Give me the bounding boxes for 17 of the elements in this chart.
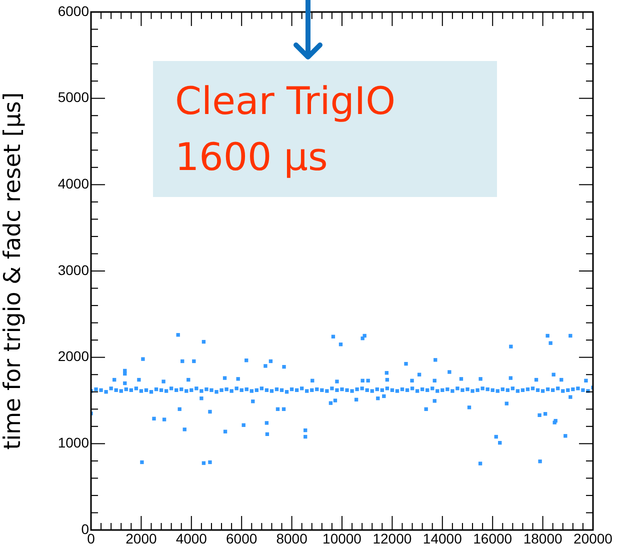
y-tick-label: 3000 bbox=[58, 262, 90, 278]
x-tick-label: 14000 bbox=[422, 530, 462, 546]
y-tick-label: 5000 bbox=[58, 89, 90, 106]
y-tick-label: 4000 bbox=[58, 176, 90, 192]
x-tick-label: 12000 bbox=[372, 530, 412, 546]
x-tick-label: 18000 bbox=[523, 530, 562, 546]
x-tick-label: 4000 bbox=[176, 530, 208, 546]
y-tick-label: 1000 bbox=[58, 434, 90, 451]
y-tick-label: 6000 bbox=[58, 2, 90, 19]
x-tick-label: 2000 bbox=[126, 530, 157, 546]
x-tick-label: 8000 bbox=[276, 530, 308, 546]
x-tick-label: 20000 bbox=[574, 530, 613, 546]
y-axis-title: time for trigio & fadc reset [µs] bbox=[0, 92, 26, 450]
y-tick-label: 2000 bbox=[58, 348, 90, 364]
x-tick-label: 10000 bbox=[322, 530, 362, 546]
x-tick-label: 6000 bbox=[226, 530, 258, 546]
x-tick-label: 16000 bbox=[473, 530, 512, 546]
